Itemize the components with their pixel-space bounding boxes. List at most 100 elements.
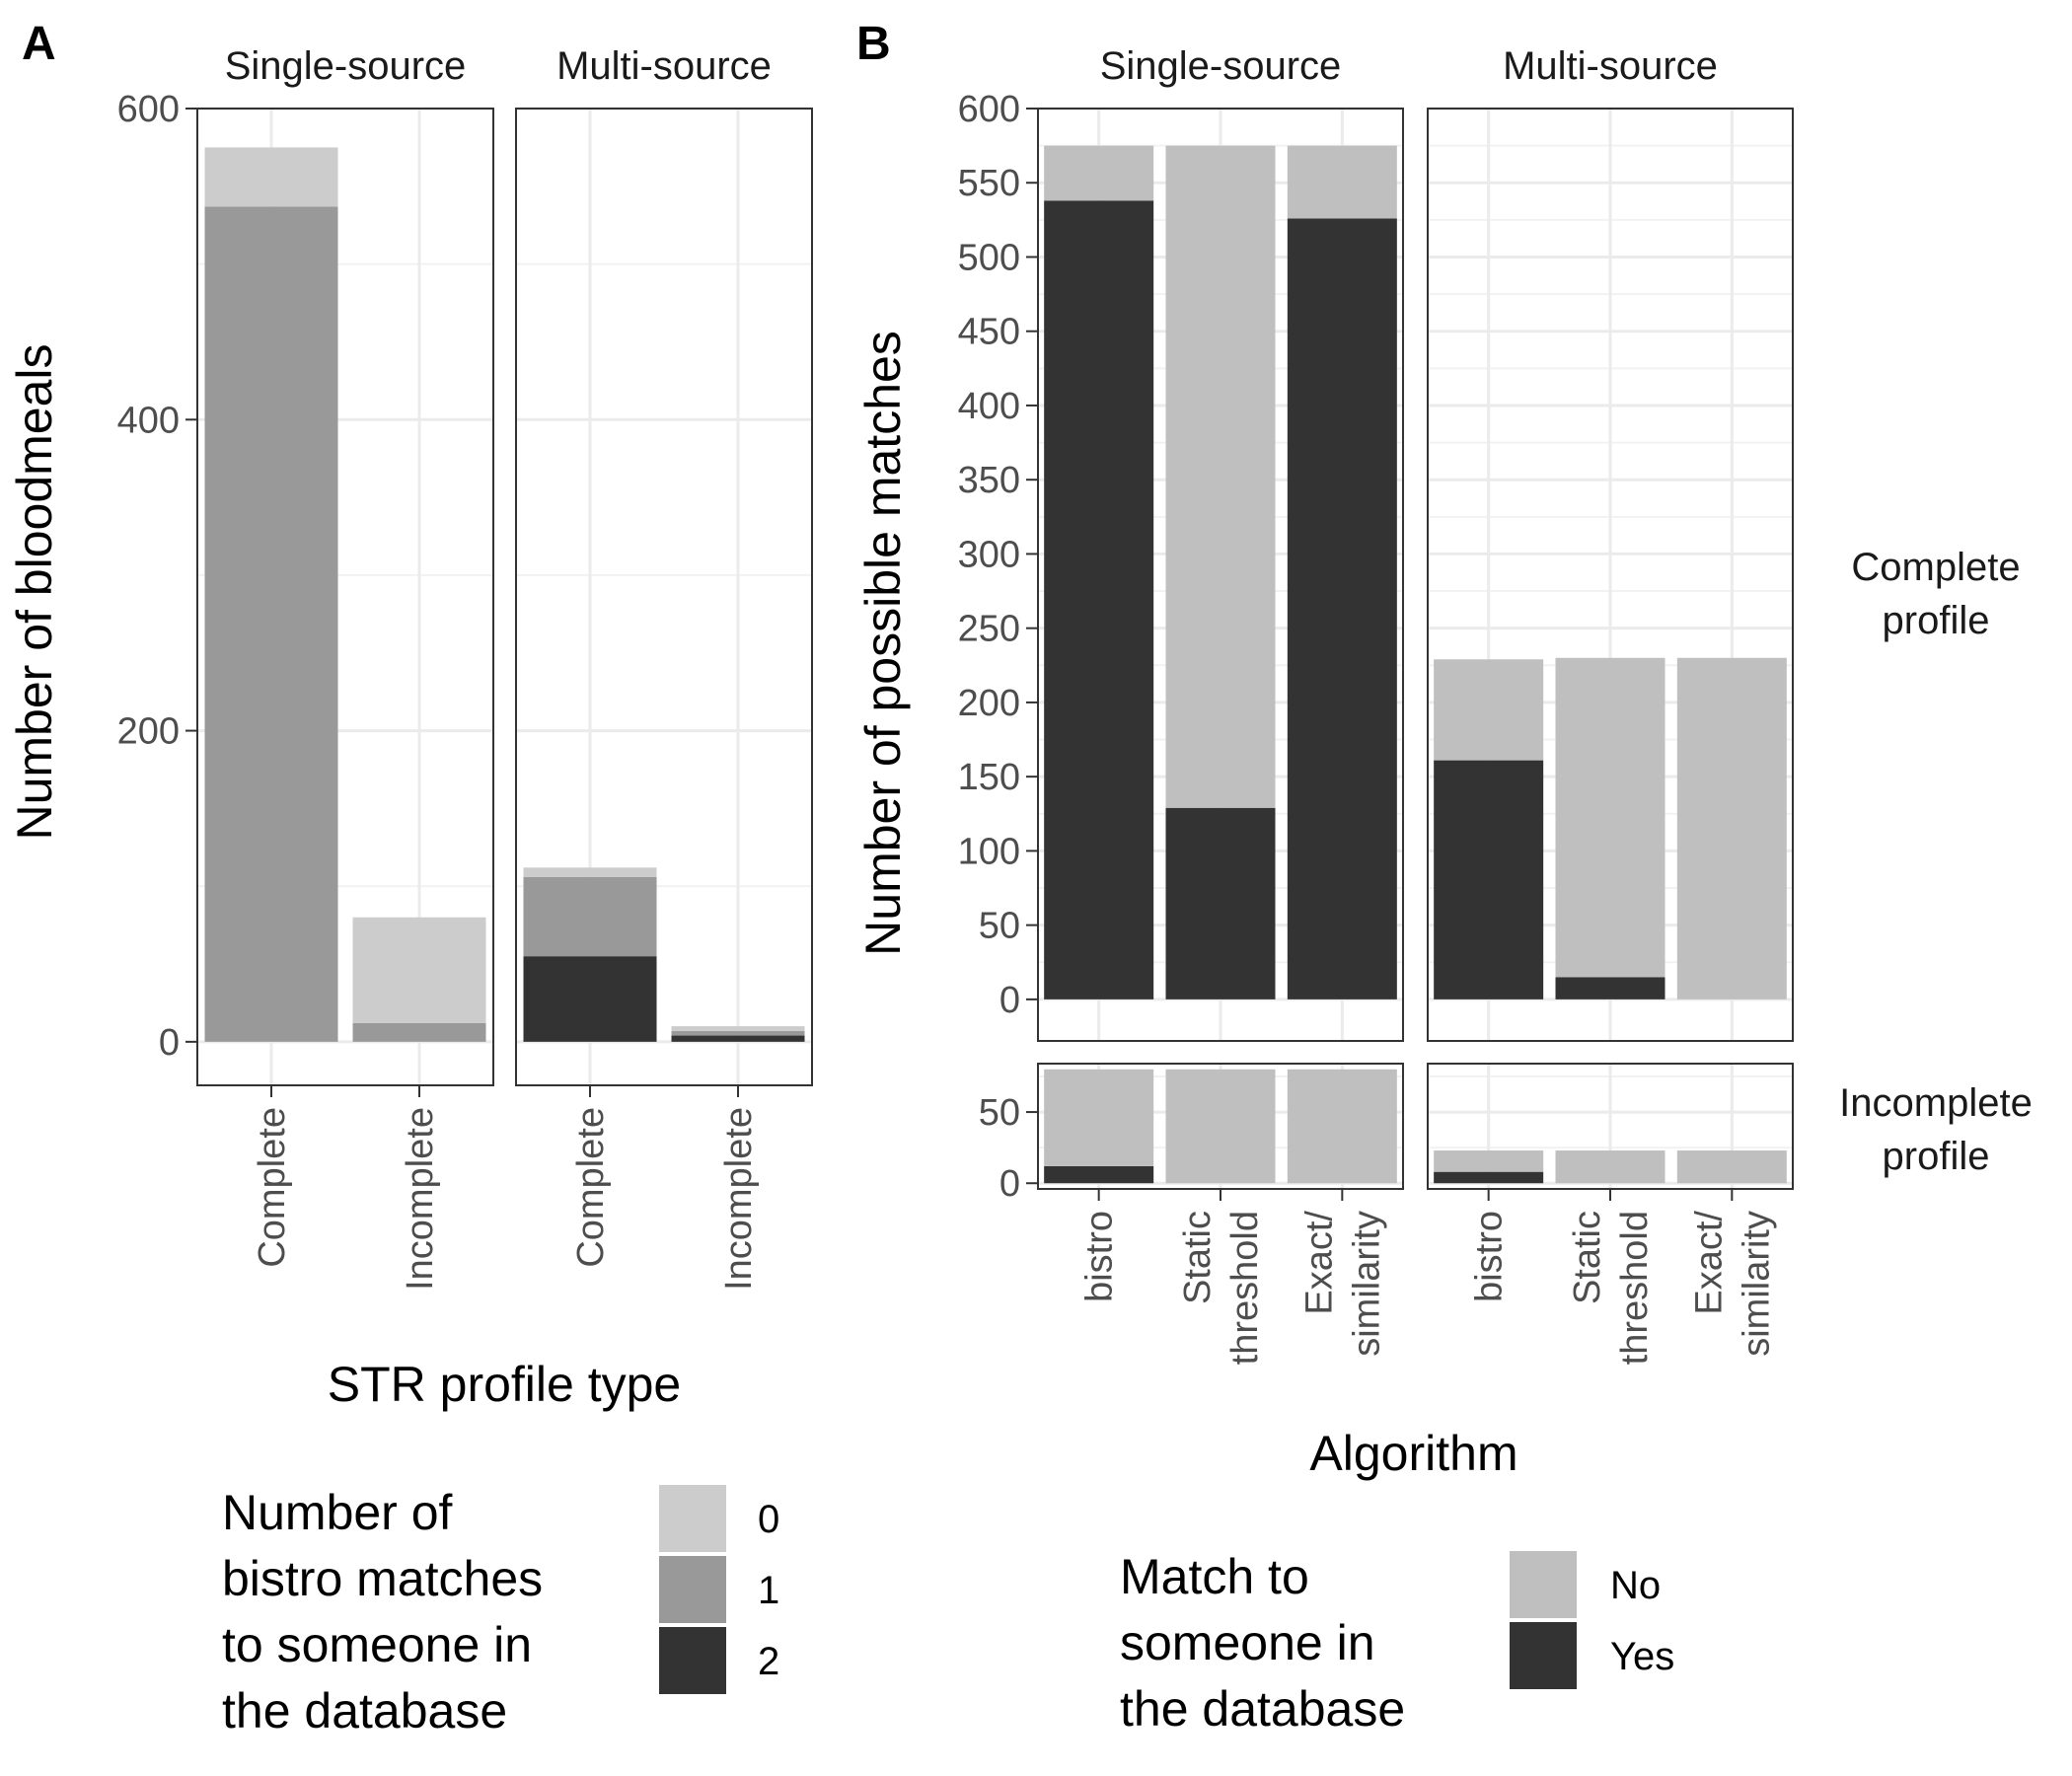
x-tick-label-single-source-exact-similarity: Exact/ [1298, 1211, 1340, 1315]
bar-incomplete-profile-single-source-exact-similarity-no [1287, 1069, 1397, 1184]
facet-frame [515, 108, 813, 1086]
x-tick-label-multi-source-incomplete: Incomplete [718, 1107, 760, 1291]
bar-incomplete-profile-multi-source-exact-similarity-no [1676, 1150, 1787, 1184]
y-tick-label: 0 [999, 1163, 1020, 1205]
panel-b-x-axis-title: Algorithm [1309, 1426, 1517, 1481]
bar-complete-profile-multi-source-bistro-no [1434, 659, 1544, 761]
legend-label-2: 2 [758, 1640, 779, 1683]
x-tick-label-single-source-exact-similarity: similarity [1346, 1211, 1387, 1357]
legend-swatch-no [1510, 1551, 1577, 1618]
panel-b-bars [1044, 145, 1787, 1184]
panel-a-legend: Number of bistro matches to someone in the … [222, 1485, 779, 1739]
legend-label-1: 1 [758, 1569, 779, 1612]
y-tick-label: 100 [958, 831, 1020, 872]
y-tick-label: 400 [958, 386, 1020, 427]
legend-label-0: 0 [758, 1498, 779, 1541]
legend-title-line: Number of [222, 1485, 453, 1540]
y-tick-label: 250 [958, 609, 1020, 650]
panel-b: Single-source Multi-source Complete profil… [855, 44, 2033, 1737]
y-tick-label: 500 [958, 237, 1020, 278]
x-tick-label-single-source-bistro: bistro [1079, 1211, 1121, 1302]
facet-frame [196, 108, 494, 1086]
facet-label-single-source: Single-source [225, 44, 467, 88]
bar-multi-source-incomplete-1 [671, 1030, 805, 1036]
y-tick-label: 600 [117, 89, 180, 130]
row-label-incomplete-profile: Incomplete [1839, 1081, 2033, 1125]
facet-frame [1037, 108, 1404, 1042]
y-tick-label: 200 [117, 711, 180, 753]
y-tick-label: 550 [958, 163, 1020, 204]
facet-label-multi-source: Multi-source [556, 44, 772, 88]
bar-complete-profile-single-source-static-threshold-yes [1165, 807, 1276, 999]
bar-complete-profile-single-source-bistro-no [1044, 145, 1154, 201]
x-tick-label-multi-source-bistro: bistro [1469, 1211, 1511, 1302]
bar-complete-profile-single-source-exact-similarity-yes [1287, 218, 1397, 999]
y-tick-label: 0 [999, 980, 1020, 1021]
facet-frame [1427, 108, 1794, 1042]
legend-title-line: bistro matches [222, 1551, 543, 1606]
bar-single-source-incomplete-0 [352, 917, 486, 1023]
panel-b-legend: Match to someone in the database No Yes [1120, 1549, 1674, 1737]
legend-title-line: Match to [1120, 1549, 1309, 1604]
x-tick-label-multi-source-exact-similarity: Exact/ [1688, 1211, 1730, 1315]
panel-a-x-axis-title: STR profile type [328, 1357, 681, 1412]
facet-label-multi-source: Multi-source [1503, 44, 1718, 88]
bar-incomplete-profile-multi-source-static-threshold-no [1555, 1150, 1665, 1184]
bar-single-source-complete-0 [204, 147, 338, 207]
facet-label-single-source: Single-source [1100, 44, 1342, 88]
panel-b-y-axis: 0 50 100 150 200 250 300 350 400 450 500 550 600 0 50 [958, 89, 1038, 1205]
panel-b-x-axis: bistro Static threshold Exact/similarity bis… [1079, 1189, 1777, 1365]
y-tick-label: 400 [117, 400, 180, 441]
panel-a-x-axis: Complete Incomplete Complete Incomplete [252, 1085, 760, 1291]
x-tick-label-single-source-complete: Complete [252, 1107, 293, 1268]
y-tick-label: 600 [958, 89, 1020, 130]
panel-b-strips: Single-source Multi-source [1100, 44, 1718, 88]
bar-complete-profile-single-source-exact-similarity-no [1287, 145, 1397, 219]
legend-title-line: the database [1120, 1681, 1405, 1737]
legend-title-line: to someone in [222, 1617, 532, 1672]
panel-a-y-axis: 0 200 400 600 [117, 89, 197, 1064]
bar-incomplete-profile-single-source-bistro-yes [1044, 1165, 1154, 1184]
x-tick-label-multi-source-exact-similarity: similarity [1736, 1211, 1777, 1357]
y-tick-label: 450 [958, 312, 1020, 353]
y-tick-label: 200 [958, 683, 1020, 724]
y-tick-label: 50 [979, 1092, 1020, 1134]
y-tick-label: 350 [958, 460, 1020, 501]
bar-complete-profile-single-source-static-threshold-no [1165, 145, 1276, 808]
bar-multi-source-complete-0 [523, 867, 657, 877]
panel-b-row-strips: Complete profile Incomplete profile [1839, 546, 2033, 1178]
panel-a: Single-source Multi-source 0 200 400 600 Com… [7, 44, 813, 1739]
bar-multi-source-complete-2 [523, 956, 657, 1042]
x-tick-label-single-source-incomplete: Incomplete [400, 1107, 441, 1291]
bar-incomplete-profile-single-source-bistro-no [1044, 1069, 1154, 1166]
x-tick-label-single-source-static-threshold: Static [1177, 1211, 1219, 1304]
legend-swatch-yes [1510, 1622, 1577, 1689]
legend-title-line: someone in [1120, 1615, 1375, 1670]
row-label-complete-profile: profile [1883, 599, 1990, 642]
bar-incomplete-profile-multi-source-bistro-no [1434, 1150, 1544, 1172]
bar-complete-profile-single-source-bistro-yes [1044, 200, 1154, 999]
panel-a-y-axis-title: Number of bloodmeals [7, 343, 62, 840]
legend-swatch-2 [659, 1627, 726, 1694]
legend-title-line: the database [222, 1683, 507, 1739]
bar-multi-source-complete-1 [523, 876, 657, 957]
bar-complete-profile-multi-source-exact-similarity-no [1676, 657, 1787, 999]
bar-complete-profile-multi-source-static-threshold-no [1555, 657, 1665, 978]
y-tick-label: 150 [958, 757, 1020, 798]
y-tick-label: 300 [958, 534, 1020, 575]
bar-multi-source-incomplete-2 [671, 1035, 805, 1042]
legend-label-no: No [1610, 1564, 1661, 1607]
x-tick-label-multi-source-static-threshold: threshold [1614, 1211, 1656, 1365]
panel-letter-a: A [22, 18, 56, 70]
bar-multi-source-incomplete-0 [671, 1026, 805, 1031]
y-tick-label: 0 [159, 1022, 180, 1064]
bar-single-source-incomplete-1 [352, 1022, 486, 1042]
panel-a-strips: Single-source Multi-source [225, 44, 772, 88]
bar-complete-profile-multi-source-static-threshold-yes [1555, 977, 1665, 999]
x-tick-label-single-source-static-threshold: threshold [1224, 1211, 1266, 1365]
panel-a-frames [196, 108, 813, 1086]
panel-b-y-axis-title: Number of possible matches [855, 331, 911, 956]
x-tick-label-multi-source-static-threshold: Static [1567, 1211, 1608, 1304]
bar-incomplete-profile-multi-source-bistro-yes [1434, 1171, 1544, 1184]
